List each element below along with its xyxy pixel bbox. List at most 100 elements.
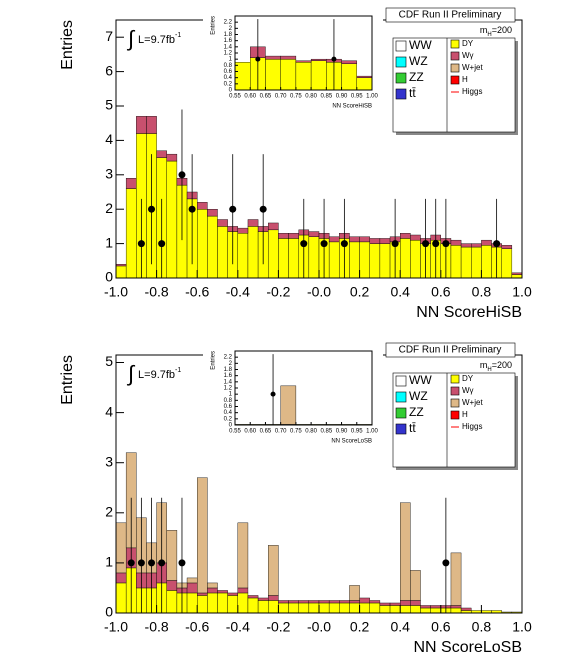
- bar: [247, 595, 259, 599]
- data-point: [442, 559, 450, 567]
- lumi: L=9.7fb: [138, 369, 175, 381]
- x-tick-label: -0.4: [226, 284, 250, 300]
- bars: [116, 109, 522, 278]
- data-point: [127, 559, 135, 567]
- bar: [186, 582, 198, 594]
- bar: [400, 605, 411, 613]
- bar: [359, 241, 370, 278]
- legend-label: Higgs: [462, 422, 482, 431]
- bar: [359, 236, 370, 243]
- data-point: [158, 240, 166, 248]
- lumi: L=9.7fb: [138, 34, 175, 46]
- bar: [420, 607, 431, 613]
- bar: [308, 600, 320, 604]
- data-point: [137, 240, 145, 248]
- y-axis-title: Entries: [59, 20, 76, 70]
- legend-label: ZZ: [409, 405, 424, 419]
- bar: [400, 233, 411, 239]
- legend-swatch: [450, 398, 460, 408]
- legend-swatch: [450, 39, 460, 49]
- bar: [410, 239, 421, 278]
- data-point: [158, 559, 166, 567]
- bar: [217, 592, 228, 613]
- bar: [186, 577, 198, 584]
- m-rest: =200: [492, 25, 512, 35]
- bar: [410, 234, 421, 241]
- data-point: [432, 240, 440, 248]
- legend-label: WW: [409, 373, 432, 387]
- bar: [247, 597, 259, 613]
- x-tick-label: 0.65: [260, 429, 272, 435]
- data-point: [270, 391, 276, 397]
- y-axis-title: Entries: [211, 16, 217, 35]
- legend-label: WW: [409, 38, 432, 52]
- y-tick-label: 1.2: [224, 51, 233, 57]
- header: CDF Run II Preliminary: [399, 10, 502, 21]
- bar: [369, 600, 381, 604]
- y-tick-label: 0.6: [224, 69, 233, 75]
- y-tick-label: 2.2: [224, 355, 233, 361]
- bar: [356, 75, 372, 78]
- bar: [400, 238, 411, 278]
- x-axis-title: NN ScoreLoSB: [331, 439, 372, 445]
- bar: [166, 530, 178, 581]
- bar: [450, 245, 462, 278]
- legend-swatch: [450, 410, 460, 420]
- bar: [166, 153, 178, 162]
- bar: [501, 248, 513, 278]
- y-tick-label: 1.6: [224, 373, 233, 379]
- legend-label: ZZ: [409, 70, 424, 84]
- bar: [265, 58, 281, 90]
- header-box: [385, 7, 516, 23]
- bar: [265, 55, 281, 60]
- data-point: [178, 171, 186, 179]
- bar: [400, 600, 411, 606]
- y-tick-label: 2: [105, 200, 113, 216]
- y-tick-label: 0: [229, 88, 233, 94]
- bar: [116, 265, 127, 278]
- bar: [308, 236, 320, 278]
- legend-swatch: [395, 375, 407, 387]
- data-point: [148, 205, 156, 213]
- lumi-label: ∫ L=9.7fb-1: [126, 26, 181, 51]
- bar: [481, 245, 492, 278]
- bar: [328, 600, 340, 604]
- bar: [196, 592, 208, 596]
- lumi-exp: -1: [175, 367, 181, 374]
- m: m: [480, 25, 488, 35]
- bar: [450, 605, 462, 609]
- x-tick-label: -0.0: [307, 284, 331, 300]
- x-tick-label: 0.2: [350, 619, 370, 635]
- lumi-exp: -1: [175, 32, 181, 39]
- y-tick-label: 2: [229, 361, 233, 367]
- x-tick-label: 0.8: [472, 619, 492, 635]
- bar: [379, 243, 391, 278]
- x-tick-label: 0.60: [244, 429, 256, 435]
- bar: [116, 572, 127, 584]
- y-tick-label: 3: [105, 453, 113, 469]
- y-tick-label: 0.8: [224, 63, 233, 69]
- y-tick-label: 0: [105, 604, 113, 620]
- bar: [410, 570, 421, 601]
- m-sub: H: [487, 32, 491, 38]
- inset: 00.20.40.60.811.21.41.61.822.2 0.55 0.60 0.…: [203, 8, 383, 116]
- bar: [471, 246, 482, 278]
- x-tick-label: 0.85: [320, 94, 332, 100]
- bar: [420, 605, 431, 609]
- y-tick-label: 2: [229, 26, 233, 32]
- x-tick-label: 0.70: [275, 94, 287, 100]
- mass-label: mH=200: [480, 360, 512, 372]
- bar: [207, 592, 218, 613]
- y-tick-label: 0: [105, 269, 113, 285]
- m-rest: =200: [492, 360, 512, 370]
- y-tick-label: 1.6: [224, 38, 233, 44]
- x-tick-label: 1.00: [366, 94, 378, 100]
- data-point: [493, 240, 501, 248]
- legend-swatch: [395, 407, 407, 419]
- y-tick-label: 1.4: [224, 44, 233, 50]
- bar: [278, 233, 289, 239]
- integral: ∫: [126, 361, 136, 386]
- bar: [268, 600, 279, 613]
